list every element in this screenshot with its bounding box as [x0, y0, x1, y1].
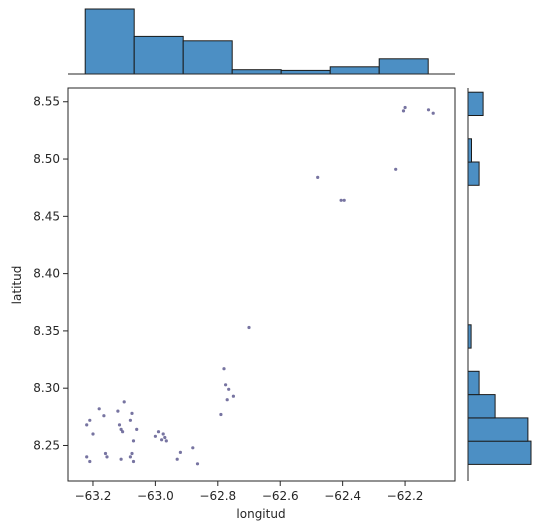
scatter-point	[85, 423, 89, 427]
scatter-point	[85, 455, 89, 459]
scatter-point	[195, 462, 200, 466]
scatter-point	[117, 423, 122, 427]
y-hist-bar	[467, 91, 484, 116]
y-tick-label: 8.55	[33, 95, 60, 109]
x-axis-label: longitud	[236, 507, 285, 521]
scatter-point	[88, 459, 92, 464]
scatter-point	[222, 367, 226, 371]
scatter-point	[164, 439, 168, 443]
scatter-point	[91, 432, 95, 436]
scatter-point	[339, 198, 343, 202]
scatter-point	[130, 411, 134, 415]
y-hist-bar	[467, 440, 532, 465]
y-tick-label: 8.40	[33, 267, 60, 281]
scatter-point	[116, 409, 120, 413]
scatter-point	[128, 418, 132, 422]
scatter-point	[122, 400, 126, 404]
scatter-point	[426, 108, 431, 112]
x-tick-label: −62.8	[199, 489, 236, 503]
y-tick-label: 8.25	[33, 438, 60, 452]
y-tick-label: 8.30	[33, 381, 60, 395]
scatter-point	[191, 446, 195, 450]
scatter-point	[119, 457, 123, 461]
scatter-point	[130, 451, 134, 456]
scatter-point	[135, 427, 139, 431]
scatter-point	[153, 434, 157, 438]
scatter-point	[224, 383, 228, 387]
scatter-point	[401, 109, 406, 113]
scatter-point	[175, 457, 179, 461]
scatter-point	[161, 432, 165, 436]
scatter-point	[121, 430, 125, 434]
y-hist-bar	[467, 161, 480, 186]
y-marginal-histogram	[467, 91, 532, 465]
x-tick-label: −63.0	[137, 489, 174, 503]
x-tick-label: −62.4	[324, 489, 361, 503]
x-hist-bar	[378, 58, 429, 75]
scatter-point	[316, 175, 320, 179]
scatter-point	[160, 438, 164, 442]
scatter-point	[225, 398, 229, 402]
scatter-point	[105, 455, 109, 459]
x-marginal-histogram	[84, 8, 429, 75]
y-axis-ticks: 8.25 8.30 8.35 8.40 8.45 8.50 8.55	[33, 95, 68, 452]
scatter-point	[163, 435, 167, 440]
y-hist-bar	[467, 370, 480, 396]
scatter-point	[88, 418, 92, 422]
y-hist-bar	[467, 394, 496, 419]
scatter-point	[97, 407, 101, 411]
scatter-point	[227, 387, 231, 391]
scatter-point	[342, 198, 346, 202]
scatter-point	[102, 414, 106, 418]
scatter-point	[178, 450, 182, 454]
scatter-point	[219, 412, 223, 417]
x-tick-label: −62.6	[262, 489, 299, 503]
scatter-point	[128, 455, 132, 459]
x-axis-ticks: −63.2 −63.0 −62.8 −62.6 −62.4 −62.2	[75, 481, 424, 503]
x-tick-label: −62.2	[387, 489, 424, 503]
y-hist-bar	[467, 417, 529, 442]
x-hist-bar	[231, 69, 282, 75]
scatter-point	[119, 427, 123, 431]
x-hist-bar	[84, 8, 135, 75]
scatter-point	[394, 167, 398, 171]
scatter-point	[103, 451, 108, 456]
x-hist-bar	[182, 40, 233, 75]
x-hist-bar	[329, 66, 380, 75]
y-tick-label: 8.35	[33, 324, 60, 338]
y-axis-label: latitud	[10, 266, 24, 305]
y-tick-label: 8.50	[33, 152, 60, 166]
scatter-point	[131, 439, 136, 443]
y-tick-label: 8.45	[33, 209, 60, 223]
scatter-point	[247, 325, 251, 330]
scatter-point	[231, 394, 235, 398]
scatter-points	[85, 105, 435, 466]
y-hist-bar	[467, 138, 472, 163]
x-hist-bar	[280, 69, 331, 75]
plot-frame	[67, 87, 456, 482]
x-tick-label: −63.2	[75, 489, 112, 503]
scatter-point	[431, 111, 435, 115]
scatter-point	[156, 430, 161, 434]
scatter-point	[403, 105, 407, 110]
scatter-point	[131, 459, 136, 464]
x-hist-bar	[133, 35, 184, 75]
